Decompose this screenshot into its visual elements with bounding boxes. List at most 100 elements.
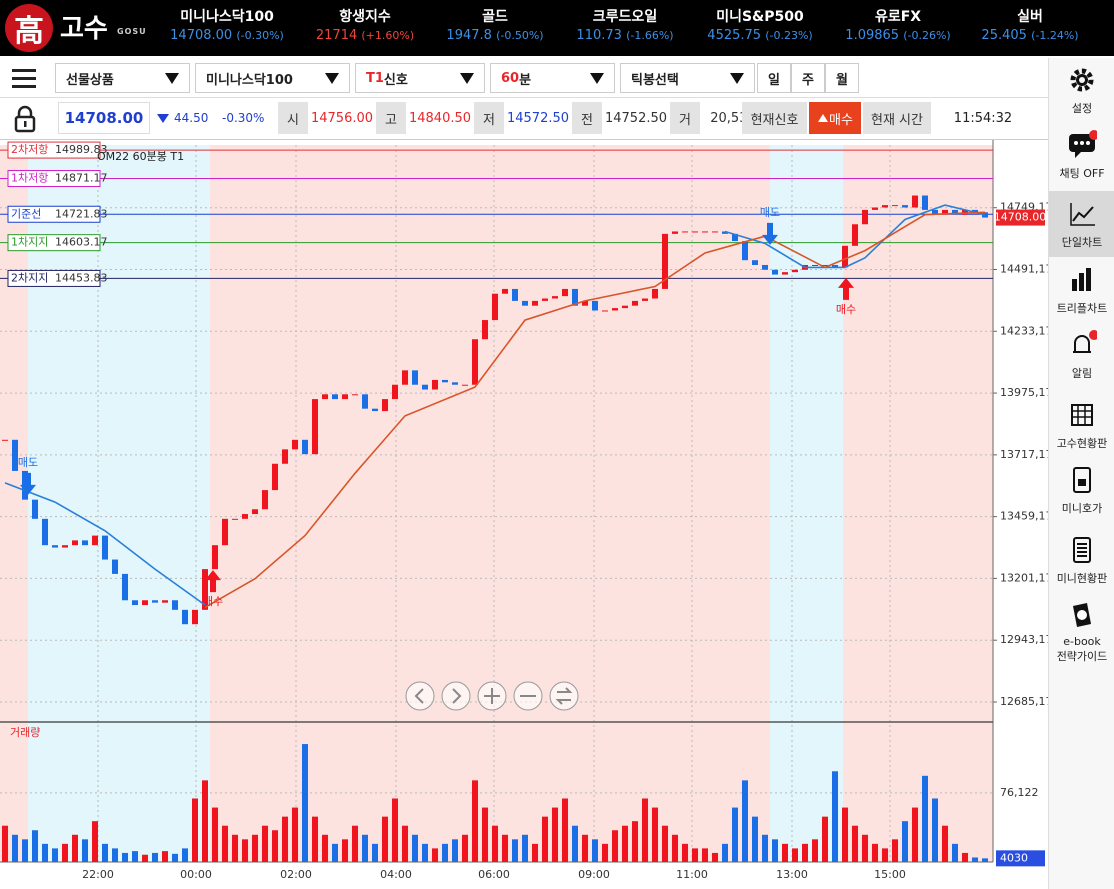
candle-body [532, 300, 538, 306]
menu-icon[interactable] [10, 66, 40, 90]
candle-body [422, 384, 428, 390]
level-box [7, 234, 101, 252]
dropdown[interactable]: 선물상품 [55, 63, 190, 93]
ticker[interactable]: 미니S&P500 4525.75 (-0.23%) [690, 6, 830, 43]
candle-body [392, 384, 398, 400]
candle-body [142, 600, 148, 606]
ticker[interactable]: 크루드오일 110.73 (-1.66%) [555, 6, 695, 43]
ticker[interactable]: 항생지수 21714 (+1.60%) [295, 6, 435, 43]
sidebar-item[interactable]: 단일차트 [1049, 191, 1114, 257]
chart-nav [405, 681, 579, 711]
volume-bar [822, 816, 828, 862]
toolbar: 선물상품 미니나스닥100 T1 신호 60 분 틱봉선택 일 주 월 [0, 58, 1048, 98]
logo-mark[interactable]: 高 [5, 4, 53, 52]
volume-bar [252, 834, 258, 862]
volume-bar [272, 830, 278, 862]
volume-bar [522, 834, 528, 862]
ticker[interactable]: 골드 1947.8 (-0.50%) [425, 6, 565, 43]
level-value: 14721.83 [55, 207, 108, 220]
sidebar-item[interactable]: 미니현황판 [1049, 533, 1114, 585]
sidebar-label: 트리플차트 [1056, 302, 1108, 315]
logo-name[interactable]: 고수 [60, 14, 108, 44]
sidebar-item[interactable]: e-book 전략가이드 [1049, 598, 1114, 668]
sidebar-item[interactable]: 미니호가 [1049, 463, 1114, 518]
candle-body [922, 195, 928, 210]
sidebar-item[interactable]: 채팅 OFF [1049, 128, 1114, 183]
quote-rate: -0.30% [222, 111, 265, 125]
dropdown[interactable]: 60 분 [490, 63, 615, 93]
candle-body [732, 233, 738, 242]
candle-body [42, 518, 48, 546]
ticker[interactable]: 미니나스닥100 14708.00 (-0.30%) [157, 6, 297, 43]
volume-bar [542, 816, 548, 862]
signal[interactable]: 매수 [809, 102, 861, 134]
sidebar-label: 고수현황판 [1056, 437, 1108, 450]
candle-body [122, 573, 128, 601]
period-button[interactable]: 주 [791, 63, 825, 93]
sidebar-item[interactable]: 고수현황판 [1049, 398, 1114, 450]
candle-body [262, 490, 268, 510]
volume-bar [202, 780, 208, 862]
nav-next[interactable] [441, 681, 471, 711]
volume-bar [122, 852, 128, 862]
indicator-line [724, 204, 986, 269]
ticker[interactable]: 유로FX 1.09865 (-0.26%) [828, 6, 968, 43]
candle-body [842, 245, 848, 268]
candle-body [302, 439, 308, 455]
sidebar-item[interactable]: 설정 [1049, 63, 1114, 118]
ticker-change: (+1.60%) [361, 29, 415, 42]
level-box [7, 205, 101, 223]
signal-value: 매수 [829, 112, 853, 128]
ticker-name: 골드 [482, 9, 508, 25]
time-label: 현재 시간 [863, 102, 931, 134]
nav-prev[interactable] [405, 681, 435, 711]
candle-body [202, 569, 208, 610]
top-bar: 高 고수 GOSU 미니나스닥100 14708.00 (-0.30%) 항생지수 2… [0, 0, 1114, 56]
candle-body [612, 308, 618, 311]
volume-bar [882, 848, 888, 862]
lock-icon[interactable] [12, 105, 38, 133]
volume-bar [172, 853, 178, 862]
candle-body [552, 296, 558, 299]
dropdown[interactable]: 미니나스닥100 [195, 63, 350, 93]
y-tick-label: 13459,17 [1000, 510, 1048, 523]
x-tick-label: 22:00 [82, 868, 114, 881]
period-button[interactable]: 일 [757, 63, 791, 93]
candle-body [332, 394, 338, 400]
sidebar-item[interactable]: 트리플차트 [1049, 263, 1114, 315]
candle-body [882, 205, 888, 208]
candle-body [442, 379, 448, 383]
candle-body [572, 288, 578, 306]
volume-bar [682, 843, 688, 862]
candle-body [292, 439, 298, 450]
candle-body [752, 260, 758, 265]
ticker-change: (-1.24%) [1031, 29, 1079, 42]
candle-body [682, 231, 688, 233]
period-button[interactable]: 월 [825, 63, 859, 93]
candle-body [472, 339, 478, 385]
volume-bar [212, 807, 218, 862]
sidebar-icon [1073, 537, 1091, 563]
volume-bar [332, 843, 338, 862]
ticker[interactable]: 실버 25.405 (-1.24%) [960, 6, 1100, 43]
x-tick-label: 13:00 [776, 868, 808, 881]
dropdown[interactable]: T1 신호 [355, 63, 485, 93]
volume-bar [602, 843, 608, 862]
volume-bar [192, 798, 198, 862]
candle-body [62, 545, 68, 548]
volume-bar [472, 780, 478, 862]
nav-icon [452, 688, 462, 704]
sidebar-item[interactable]: 알림 [1049, 328, 1114, 383]
volume-bar [442, 843, 448, 862]
volume-bar [382, 816, 388, 862]
volume-bar [262, 825, 268, 862]
dropdown[interactable]: 틱봉선택 [620, 63, 755, 93]
volume-bar [532, 843, 538, 862]
candle-body [962, 209, 968, 215]
nav-reset[interactable] [549, 681, 579, 711]
chart-subtitle: OM22 60분봉 T1 [97, 150, 184, 163]
volume-bar [162, 851, 168, 862]
candle-body [242, 514, 248, 519]
field-label: 전 [572, 102, 602, 134]
volume-bar [952, 843, 958, 862]
